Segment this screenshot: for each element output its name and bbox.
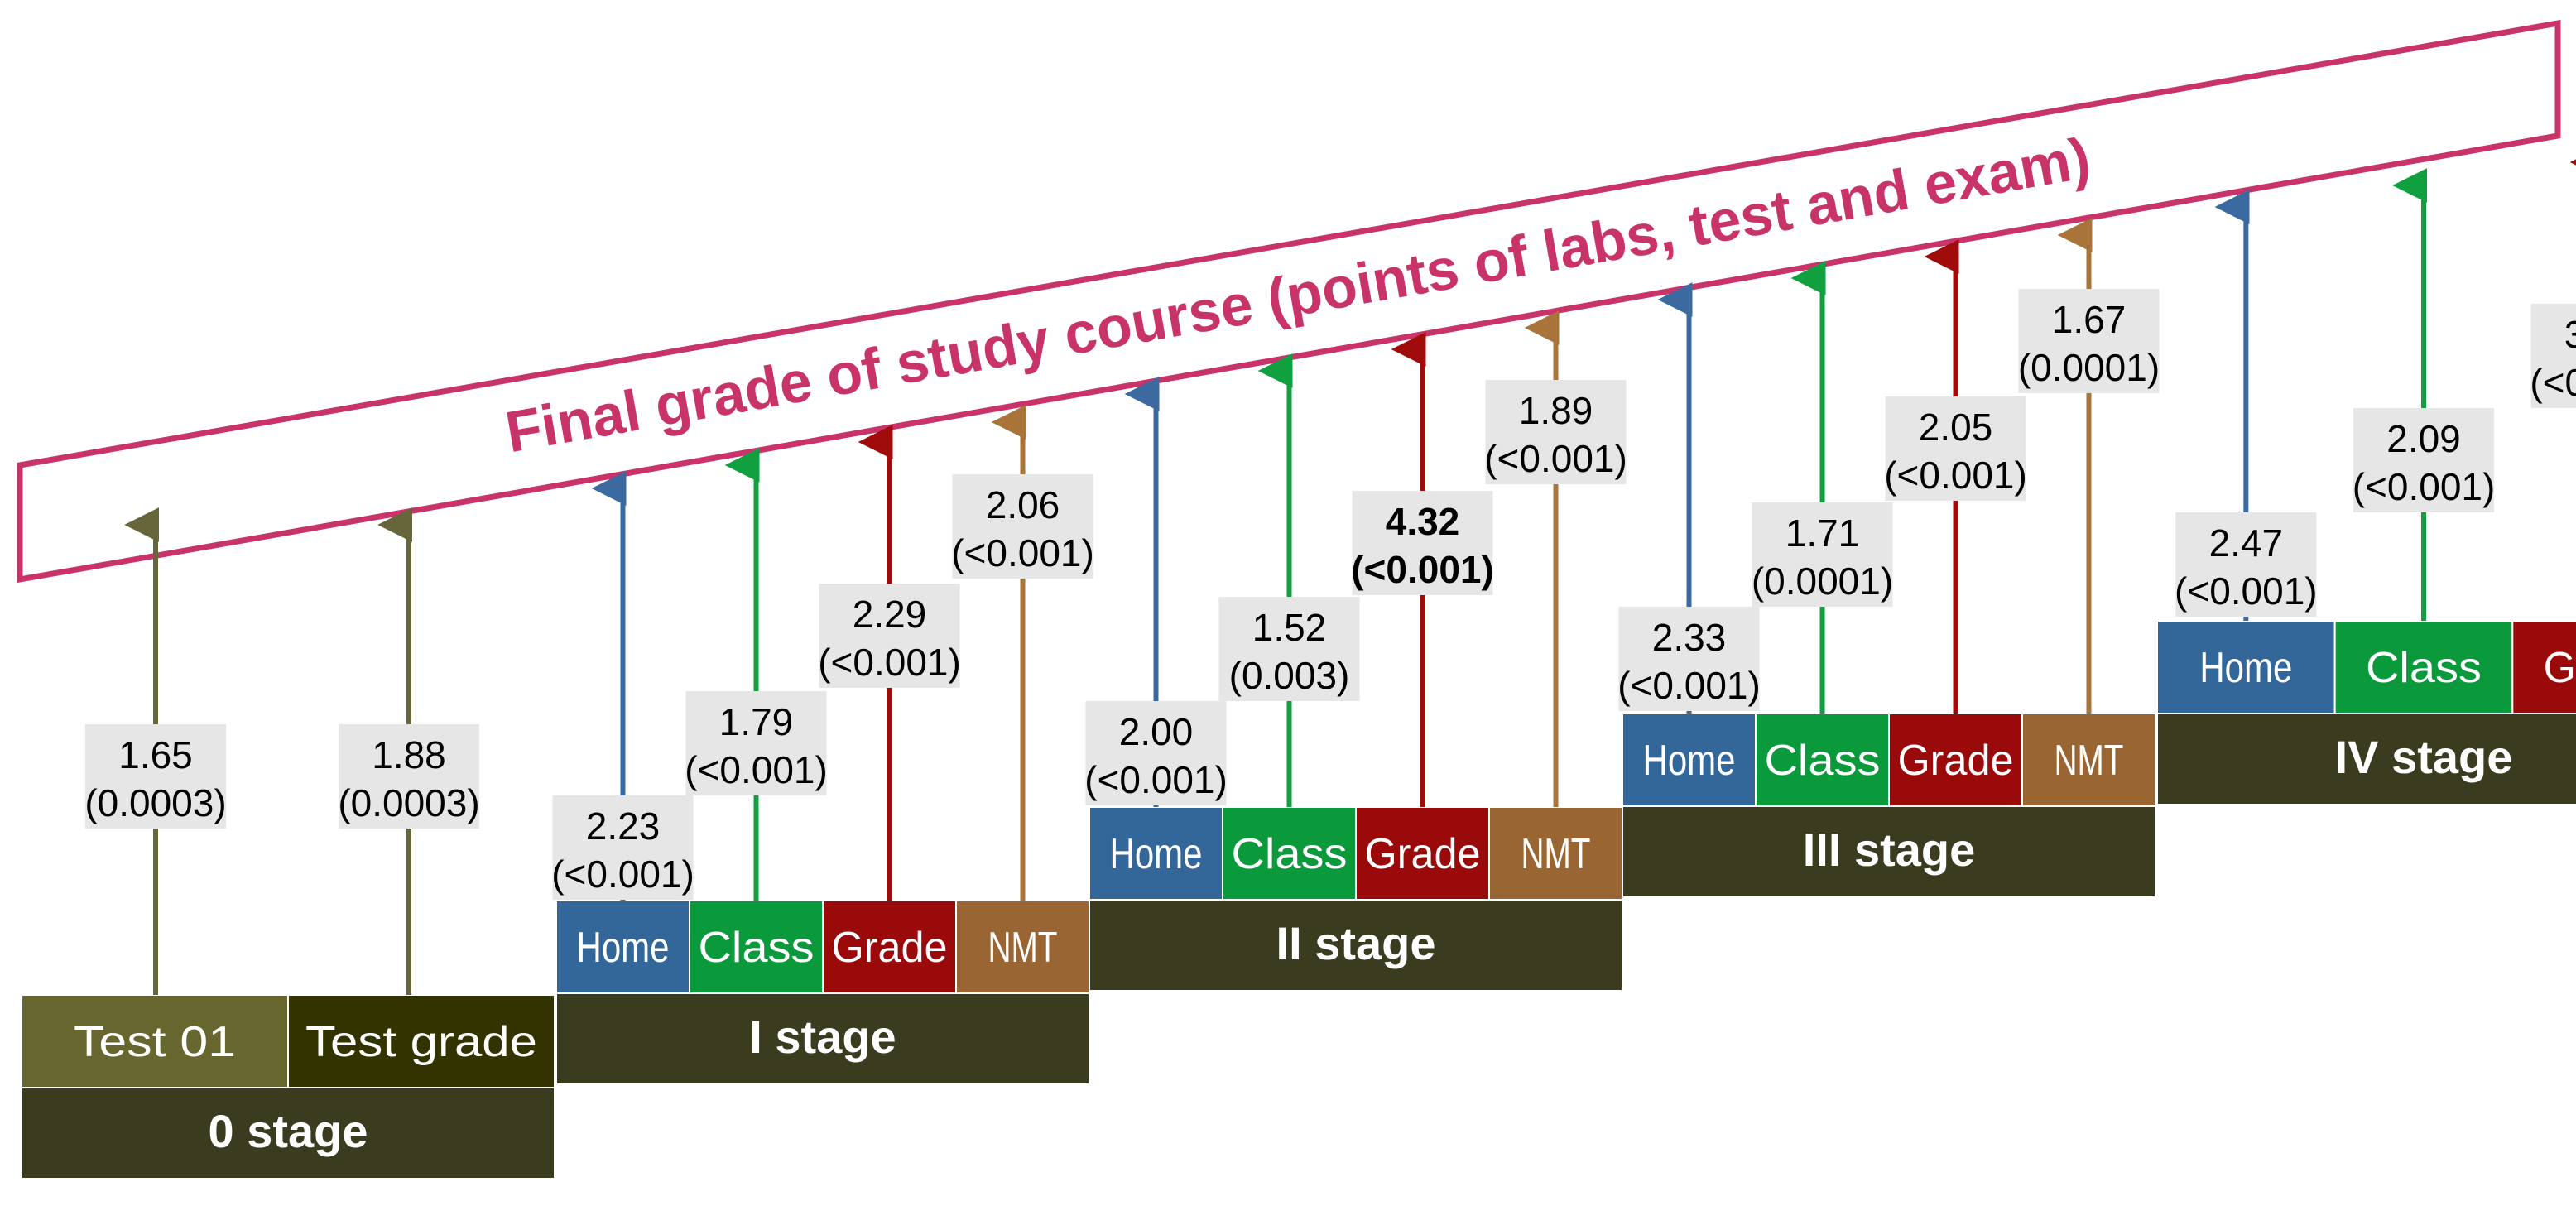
block-label-nmt-3: NMT [2055,737,2124,785]
block-test01-0 [21,994,289,1088]
block-label-class-4: Class [2366,644,2482,692]
value-box-grade-2 [1352,491,1493,595]
block-label-home-3: Home [1643,737,1736,785]
coef-value: 2.29 [853,593,927,636]
value-box-nmt-3 [2018,289,2160,393]
block-home-3 [1622,713,1757,807]
block-label-testgrade-0: Test grade [305,1018,537,1066]
value-box-class-2 [1218,597,1360,701]
block-label-grade-3: Grade [1898,737,2014,785]
value-box-home-2 [1085,701,1227,805]
value-box-grade-4 [2530,304,2576,408]
block-home-1 [555,900,690,994]
stage-label-1: I stage [749,1011,896,1063]
stage-bar-2 [1089,899,1623,992]
block-label-grade-2: Grade [1365,830,1481,878]
coef-value: 2.06 [986,483,1060,526]
block-label-class-1: Class [699,924,815,972]
value-box-class-4 [2353,408,2494,512]
p-value: (0.0001) [2018,346,2160,389]
p-value: (0.003) [1229,654,1350,697]
block-label-test01-0: Test 01 [74,1018,236,1066]
p-value: (<0.001) [685,748,828,791]
p-value: (<0.001) [1884,454,2027,497]
value-box-home-3 [1618,607,1760,711]
p-value: (0.0003) [84,781,226,824]
block-nmt-3 [2021,713,2156,807]
coef-value: 1.52 [1252,606,1327,649]
p-value: (<0.001) [818,641,961,684]
value-box-grade-3 [1885,396,2026,501]
stage-label-4: IV stage [2335,731,2513,783]
final-grade-banner [17,19,2561,584]
block-class-4 [2333,620,2514,714]
stage-label-0: 0 stage [209,1105,368,1157]
coef-value: 3.00 [2564,313,2576,356]
coef-value: 2.23 [586,805,661,848]
block-label-class-2: Class [1232,830,1348,878]
value-box-nmt-2 [1485,380,1627,484]
block-label-home-2: Home [1110,830,1203,878]
coef-value: 2.00 [1119,710,1194,753]
p-value: (0.0003) [338,781,479,824]
p-value: (<0.001) [1084,758,1228,801]
block-label-grade-1: Grade [832,924,948,972]
banner-title: Final grade of study course (points of l… [501,125,2095,464]
p-value: (<0.001) [2530,361,2576,404]
p-value: (0.0001) [1752,560,1893,603]
value-box-testgrade-0 [339,724,479,829]
p-value: (<0.001) [1484,437,1627,480]
value-box-nmt-1 [952,474,1093,579]
block-nmt-1 [955,900,1090,994]
coef-value: 2.47 [2209,521,2284,565]
value-box-class-1 [685,691,827,795]
value-box-test01-0 [85,724,226,829]
stage-label-3: III stage [1803,824,1976,876]
block-label-nmt-2: NMT [1521,830,1591,878]
value-box-class-3 [1752,502,1893,607]
coef-value: 1.71 [1785,512,1860,555]
p-value: (<0.001) [2353,465,2496,508]
block-home-4 [2156,620,2336,714]
stages-group: 0 stage Test 01 1.65 (0.0003) Test grade 1.88… [21,145,2576,1180]
block-label-grade-4: Grade [2544,644,2576,692]
coef-value: 2.33 [1652,616,1727,659]
block-label-class-3: Class [1765,737,1881,785]
stage-bar-1 [555,992,1090,1085]
p-value: (<0.001) [551,853,694,896]
value-box-grade-1 [819,584,960,688]
stage-bar-3 [1622,805,2156,898]
coef-value: 2.05 [1919,406,1993,449]
coef-value: 1.88 [372,733,446,776]
block-grade-2 [1355,806,1490,901]
stage-bar-0 [21,1087,555,1180]
p-value: (<0.001) [2175,569,2318,613]
coef-value: 1.79 [719,700,794,743]
value-box-home-1 [552,795,694,900]
block-class-2 [1222,806,1357,901]
stage-label-2: II stage [1276,917,1436,969]
block-grade-3 [1888,713,2023,807]
block-grade-1 [822,900,957,994]
p-value: (<0.001) [951,531,1094,574]
coef-value: 1.67 [2052,298,2127,341]
p-value: (<0.001) [1617,664,1761,707]
block-grade-4 [2511,620,2576,714]
block-label-home-4: Home [2199,644,2292,692]
coef-value: 1.89 [1519,389,1593,432]
block-label-nmt-1: NMT [988,924,1058,972]
block-nmt-2 [1488,806,1623,901]
coef-value: 2.09 [2386,417,2461,460]
block-label-home-1: Home [577,924,670,972]
value-box-home-4 [2175,512,2317,617]
block-testgrade-0 [287,994,555,1088]
coef-value: 1.65 [118,733,193,776]
p-value: (<0.001) [1351,548,1494,591]
coef-value: 4.32 [1386,500,1460,543]
